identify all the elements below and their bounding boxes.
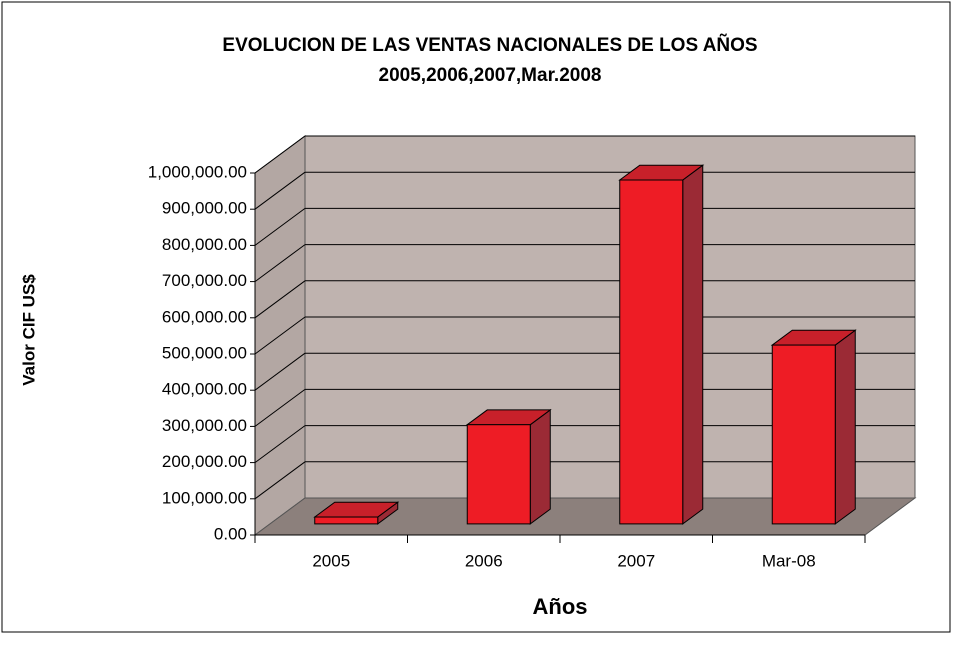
y-tick-label: 0.00: [214, 524, 247, 543]
grid-line: [254, 461, 306, 500]
grid-line: [254, 207, 306, 246]
x-tick-label: 2007: [617, 551, 655, 570]
y-tick-label: 200,000.00: [162, 452, 247, 471]
x-tick-label: 2006: [465, 551, 503, 570]
y-tick-label: 300,000.00: [162, 416, 247, 435]
grid-line: [254, 244, 306, 283]
grid-line: [254, 388, 306, 427]
bar: [771, 344, 836, 525]
bar: [466, 424, 531, 525]
y-tick-label: 400,000.00: [162, 380, 247, 399]
bar-side: [682, 164, 704, 525]
grid-line: [254, 352, 306, 391]
grid-line: [254, 171, 306, 210]
x-axis-title: Años: [533, 594, 588, 619]
grid-line: [254, 316, 306, 355]
bar-side: [529, 408, 551, 525]
x-tick-label: 2005: [312, 551, 350, 570]
y-tick-label: 700,000.00: [162, 271, 247, 290]
y-tick-label: 600,000.00: [162, 307, 247, 326]
grid-line: [254, 425, 306, 464]
chart-title: 2005,2006,2007,Mar.2008: [379, 65, 602, 86]
y-tick-label: 800,000.00: [162, 235, 247, 254]
y-tick-label: 1,000,000.00: [148, 162, 247, 181]
bar: [619, 179, 684, 525]
y-tick-label: 500,000.00: [162, 343, 247, 362]
y-tick-label: 900,000.00: [162, 199, 247, 218]
y-axis-title: Valor CIF US$: [19, 274, 38, 386]
chart-title: EVOLUCION DE LAS VENTAS NACIONALES DE LO…: [222, 34, 757, 56]
grid-line: [254, 135, 306, 174]
bar-side: [834, 329, 856, 525]
y-tick-label: 100,000.00: [162, 488, 247, 507]
bar: [314, 516, 379, 525]
grid-line: [254, 280, 306, 319]
x-tick-label: Mar-08: [762, 551, 816, 570]
